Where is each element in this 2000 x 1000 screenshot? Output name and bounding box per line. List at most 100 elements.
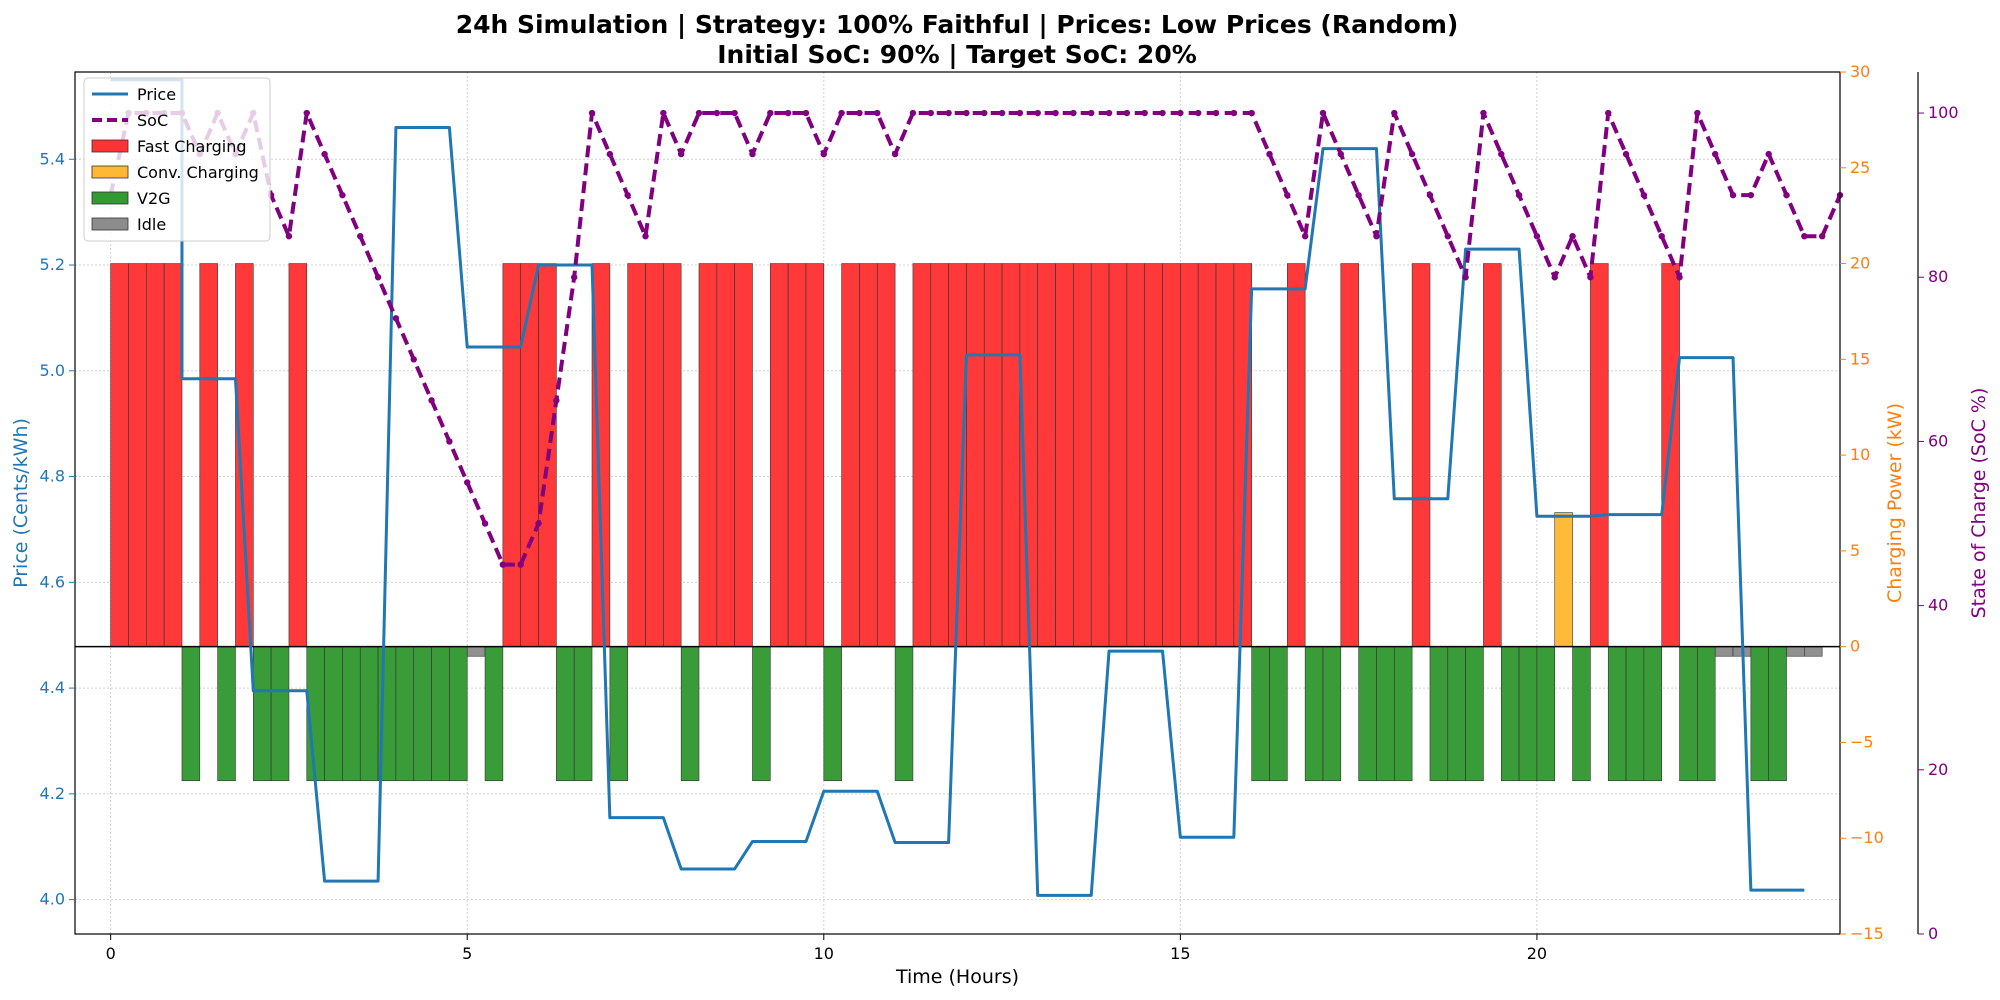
v2g-bar	[1536, 646, 1556, 782]
v2g-bar	[1697, 646, 1716, 782]
soc-marker	[499, 561, 507, 568]
soc-marker	[374, 274, 382, 281]
power-axis-label: Charging Power (kW)	[1884, 403, 1906, 603]
v2g-bar	[270, 646, 290, 782]
v2g-bar	[1625, 646, 1645, 782]
v2g-bar	[1572, 646, 1591, 782]
fast-charging-bar	[770, 263, 789, 647]
soc-marker	[1498, 150, 1505, 158]
soc-marker	[1765, 150, 1772, 158]
soc-marker	[1801, 232, 1808, 240]
fast-charging-bar	[966, 263, 985, 647]
price-tick-label: 5.2	[40, 255, 65, 274]
v2g-bar	[1500, 646, 1520, 782]
idle-bar	[1786, 646, 1805, 657]
soc-marker	[1622, 150, 1630, 158]
fast-charging-bar	[199, 263, 218, 647]
soc-marker	[428, 397, 435, 404]
idle-bar	[1714, 646, 1734, 657]
fast-charging-bar	[1144, 263, 1163, 647]
power-bars	[110, 263, 1823, 782]
soc-marker	[838, 109, 845, 117]
price-tick-label: 4.0	[40, 890, 65, 909]
fast-charging-bar	[1180, 263, 1199, 647]
soc-marker	[321, 150, 328, 158]
fast-charging-bar	[859, 263, 878, 647]
fast-charging-bar	[1073, 263, 1092, 647]
soc-marker	[677, 150, 685, 158]
fast-charging-bar	[1197, 263, 1217, 647]
x-tick-label: 5	[462, 944, 472, 963]
legend-swatch-fast	[91, 139, 129, 153]
soc-marker	[713, 109, 721, 117]
soc-tick-label: 80	[1928, 267, 1948, 286]
soc-marker	[660, 109, 667, 117]
fast-charging-bar	[1055, 263, 1074, 647]
v2g-bar	[573, 646, 593, 782]
v2g-bar	[431, 646, 450, 782]
price-tick-label: 4.4	[40, 678, 65, 697]
soc-marker	[481, 520, 489, 527]
soc-marker	[1034, 109, 1041, 117]
power-tick-label: 15	[1850, 349, 1870, 368]
soc-tick-label: 20	[1928, 760, 1948, 779]
legend-label: V2G	[137, 189, 171, 208]
soc-marker	[856, 109, 863, 117]
fast-charging-bar	[1037, 263, 1056, 647]
v2g-bar	[1251, 646, 1270, 782]
chart-title-line2: Initial SoC: 90% | Target SoC: 20%	[717, 40, 1197, 69]
v2g-bar	[556, 646, 575, 782]
fast-charging-bar	[1661, 263, 1680, 647]
legend-box	[83, 77, 271, 242]
soc-marker	[1783, 191, 1790, 199]
fast-charging-bar	[1340, 263, 1359, 647]
price-axis-label: Price (Cents/kWh)	[10, 418, 32, 588]
fast-charging-bar	[787, 263, 807, 647]
v2g-bar	[1768, 646, 1787, 782]
x-tick-label: 10	[814, 944, 834, 963]
soc-marker	[1587, 274, 1594, 281]
soc-marker	[606, 150, 614, 158]
x-tick-label: 20	[1527, 944, 1547, 963]
price-tick-label: 4.8	[40, 467, 65, 486]
price-tick-label: 5.4	[40, 149, 65, 168]
fast-charging-bar	[930, 263, 949, 647]
v2g-bar	[1322, 646, 1342, 782]
soc-marker	[1676, 274, 1683, 281]
fast-charging-bar	[663, 263, 682, 647]
soc-marker	[1123, 109, 1131, 117]
soc-marker	[535, 520, 542, 527]
soc-marker	[1444, 232, 1451, 240]
soc-marker	[446, 438, 453, 445]
fast-charging-bar	[1215, 263, 1235, 647]
soc-marker	[998, 109, 1006, 117]
soc-marker	[1141, 109, 1148, 117]
fast-charging-bar	[146, 263, 165, 647]
soc-marker	[1729, 191, 1737, 199]
soc-marker	[464, 479, 471, 486]
soc-marker	[570, 274, 578, 281]
price-series	[110, 78, 1805, 897]
soc-marker	[339, 191, 346, 199]
fast-charging-bar	[1483, 263, 1502, 647]
legend-label: Fast Charging	[137, 137, 247, 156]
soc-marker	[588, 109, 596, 117]
price-tick-label: 4.2	[40, 784, 65, 803]
v2g-bar	[1447, 646, 1466, 782]
v2g-bar	[1429, 646, 1449, 782]
x-tick-label: 0	[106, 944, 116, 963]
soc-marker	[1712, 150, 1719, 158]
soc-marker	[1551, 274, 1558, 281]
v2g-bar	[752, 646, 771, 782]
soc-marker	[820, 150, 827, 158]
soc-marker	[1177, 109, 1184, 117]
fast-charging-bar	[698, 263, 718, 647]
fast-charging-bar	[288, 263, 308, 647]
v2g-bar	[680, 646, 700, 782]
fast-charging-bar	[235, 263, 254, 647]
soc-line	[108, 111, 1842, 567]
x-axis-label: Time (Hours)	[895, 966, 1019, 988]
soc-marker	[1284, 191, 1291, 199]
legend-swatch-idle	[91, 217, 129, 231]
